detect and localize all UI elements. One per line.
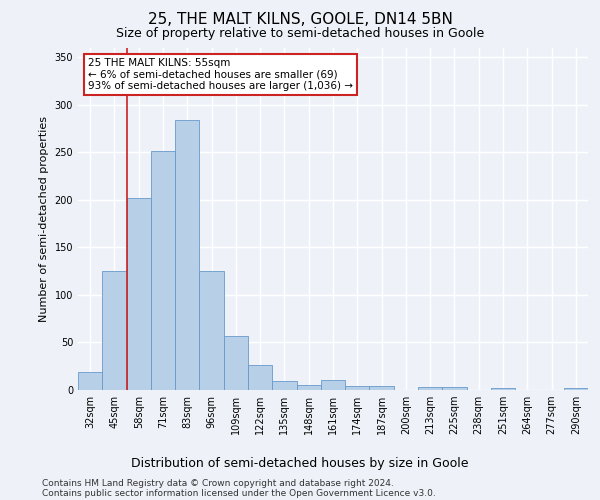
Bar [418, 387, 442, 390]
Text: Contains HM Land Registry data © Crown copyright and database right 2024.: Contains HM Land Registry data © Crown c… [42, 479, 394, 488]
Text: 25, THE MALT KILNS, GOOLE, DN14 5BN: 25, THE MALT KILNS, GOOLE, DN14 5BN [148, 12, 452, 28]
Text: Contains public sector information licensed under the Open Government Licence v3: Contains public sector information licen… [42, 489, 436, 498]
Bar [199, 271, 224, 390]
Y-axis label: Number of semi-detached properties: Number of semi-detached properties [39, 116, 49, 322]
Bar [224, 336, 248, 390]
Bar [345, 386, 370, 390]
Text: Size of property relative to semi-detached houses in Goole: Size of property relative to semi-detach… [116, 28, 484, 40]
Bar [248, 366, 272, 390]
Bar [442, 387, 467, 390]
Bar [296, 385, 321, 390]
Bar [564, 388, 588, 390]
Text: 25 THE MALT KILNS: 55sqm
← 6% of semi-detached houses are smaller (69)
93% of se: 25 THE MALT KILNS: 55sqm ← 6% of semi-de… [88, 58, 353, 91]
Bar [272, 382, 296, 390]
Bar [491, 388, 515, 390]
Bar [127, 198, 151, 390]
Bar [102, 271, 127, 390]
Bar [321, 380, 345, 390]
Bar [370, 386, 394, 390]
Bar [175, 120, 199, 390]
Bar [151, 151, 175, 390]
Bar [78, 372, 102, 390]
Text: Distribution of semi-detached houses by size in Goole: Distribution of semi-detached houses by … [131, 458, 469, 470]
